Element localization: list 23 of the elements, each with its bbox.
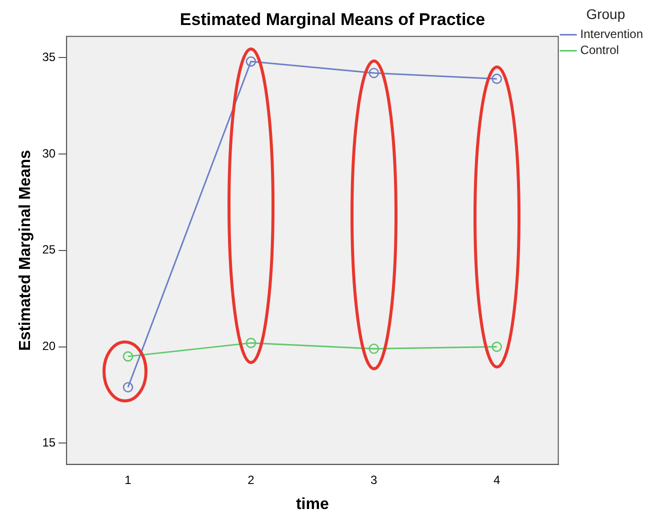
point <box>492 74 502 84</box>
x-tick-label: 3 <box>370 472 378 487</box>
point <box>122 382 134 392</box>
y-tick-label: 25 <box>42 242 56 257</box>
y-tick-label: 15 <box>42 436 56 450</box>
point <box>492 342 502 352</box>
legend-title: Group <box>586 6 626 22</box>
x-tick-label: 1 <box>124 472 132 487</box>
chart-title: Estimated Marginal Means of Practice <box>180 10 486 29</box>
point <box>246 56 256 67</box>
point <box>368 344 380 354</box>
point <box>368 68 380 78</box>
y-axis-title: Estimated Marginal Means <box>17 150 34 351</box>
y-tick-label: 35 <box>42 50 56 64</box>
legend-label: Intervention <box>580 27 644 42</box>
legend-label: Control <box>580 43 619 58</box>
x-axis-title: time <box>296 496 329 513</box>
point <box>246 338 256 348</box>
x-tick-label: 2 <box>248 472 255 487</box>
y-tick-label: 30 <box>42 146 56 160</box>
x-tick-label: 4 <box>493 472 500 487</box>
point <box>122 351 134 362</box>
y-tick-label: 20 <box>42 339 56 354</box>
